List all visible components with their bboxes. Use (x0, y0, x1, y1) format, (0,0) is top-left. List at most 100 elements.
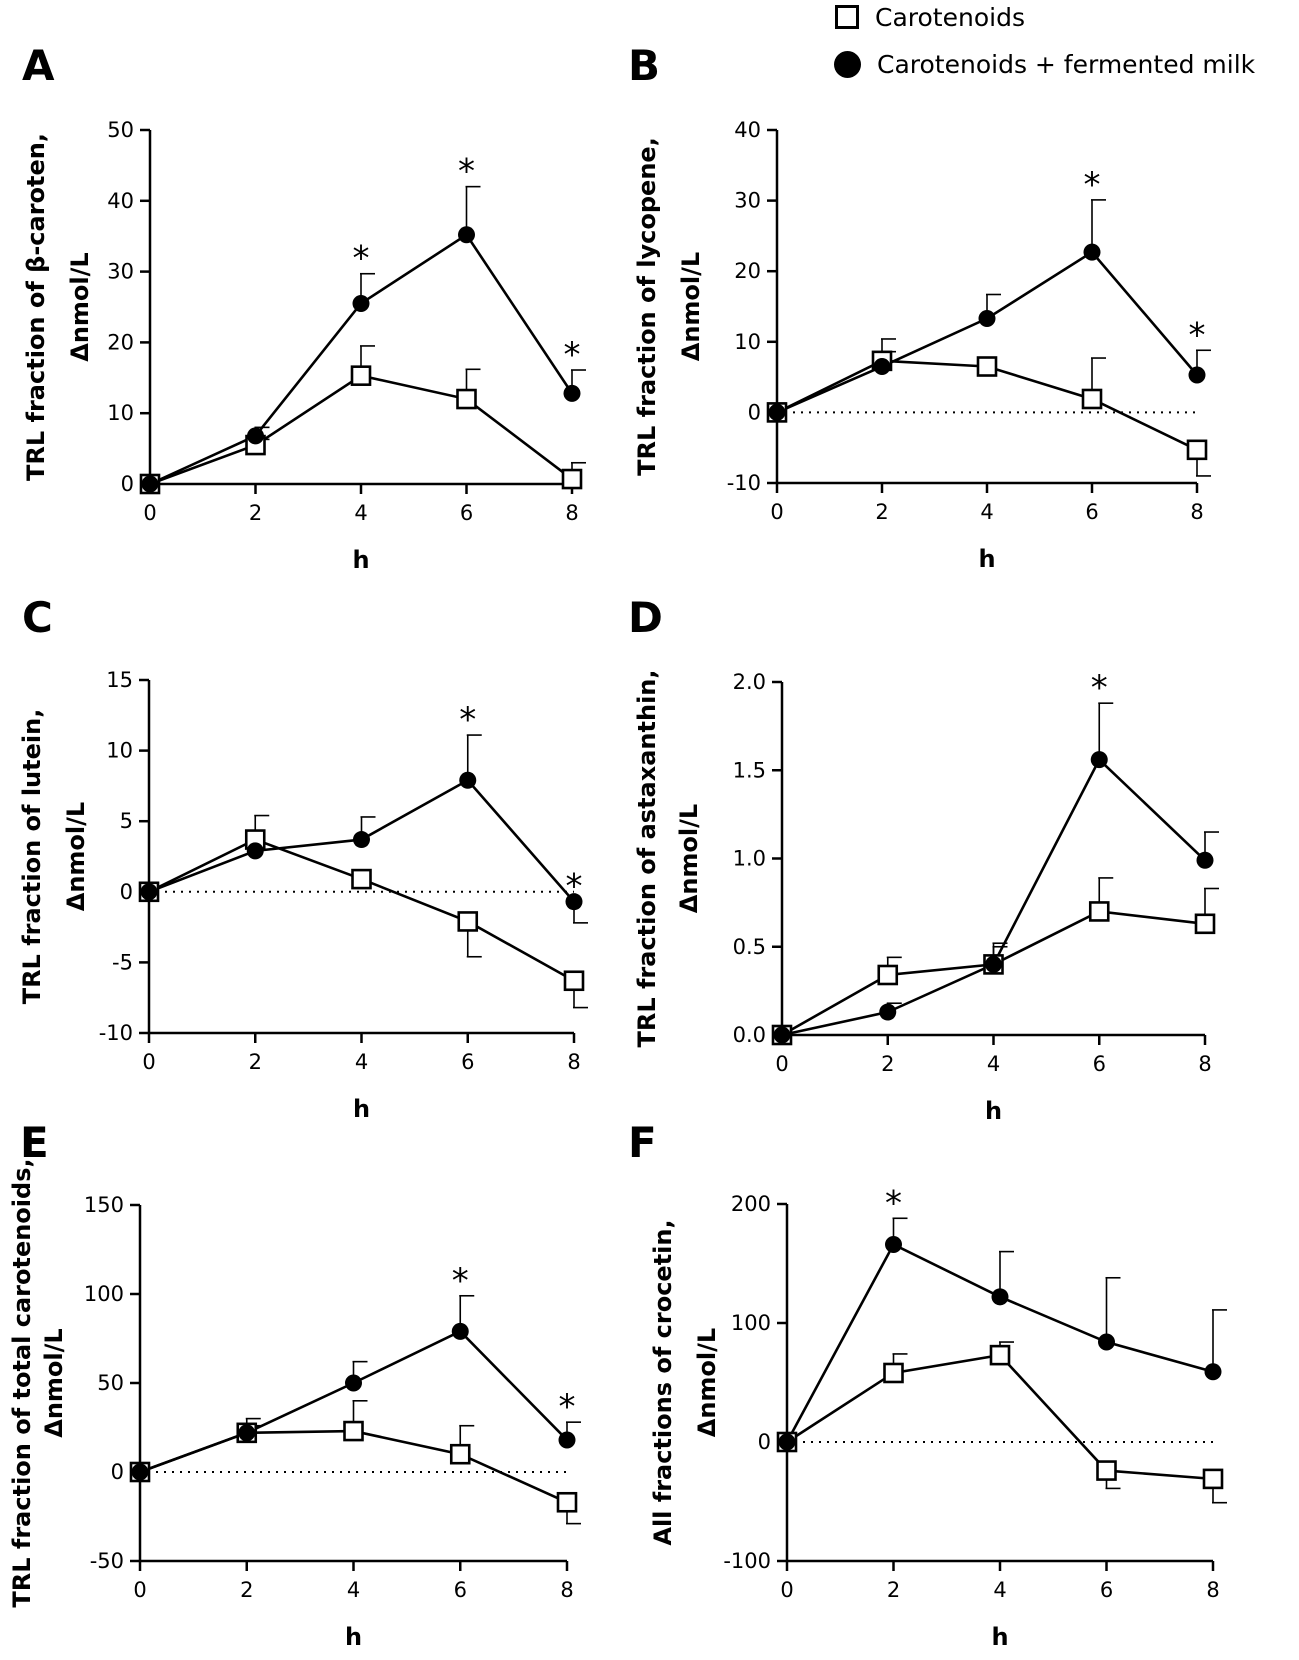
significance-asterisk: * (1189, 315, 1206, 355)
y-tick-label: 1.5 (733, 758, 766, 782)
panel-letter: C (22, 593, 53, 642)
x-tick-label: 4 (993, 1578, 1006, 1602)
data-point-circle (246, 842, 264, 860)
series-carotenoids (139, 1400, 581, 1525)
y-tick-label: 50 (107, 118, 134, 142)
data-point-circle (1204, 1363, 1222, 1381)
x-axis-label: h (353, 1095, 370, 1123)
data-point-circle (563, 384, 581, 402)
data-point-circle (558, 1431, 576, 1449)
y-tick-label: 20 (734, 259, 761, 283)
data-point-square (561, 468, 583, 490)
series-line (776, 250, 1198, 414)
y-tick-label: 1.0 (733, 847, 766, 871)
data-point-circle (768, 403, 786, 421)
y-axis-label: All fractions of crocetin, (649, 1219, 677, 1545)
significance-asterisk: * (885, 1183, 902, 1223)
legend-label-carotenoids-fermented-milk: Carotenoids + fermented milk (877, 49, 1256, 79)
significance-asterisk: * (458, 152, 475, 192)
data-point-circle (458, 226, 475, 244)
panel-letter: F (628, 1118, 657, 1167)
x-tick-label: 4 (355, 1050, 368, 1074)
x-tick-label: 0 (770, 500, 783, 524)
y-axis-label: TRL fraction of lutein, (18, 709, 46, 1005)
data-point-square (877, 964, 899, 986)
panel-b: B -10 0 10 20 30 40 0 2 4 6 8 h TRL fraction of lycop… (628, 41, 1211, 573)
significance-asterisk: * (559, 1387, 576, 1427)
y-tick-label: -10 (99, 1021, 133, 1045)
data-point-circle (451, 1322, 469, 1340)
data-point-circle (1083, 243, 1101, 261)
x-tick-label: 2 (249, 1050, 262, 1074)
open-square-marker-icon (835, 5, 859, 29)
y-tick-label: 50 (97, 1371, 124, 1395)
x-tick-label: 2 (240, 1578, 253, 1602)
data-point-circle (985, 955, 1002, 973)
data-point-circle (1188, 366, 1206, 384)
data-point-square (456, 388, 477, 410)
panel-a: A 0 10 20 30 40 50 0 2 4 6 8 h TRL fraction of β-caro… (22, 41, 586, 574)
x-tick-label: 8 (1206, 1578, 1219, 1602)
y-axis-label: TRL fraction of β-caroten, (22, 133, 50, 481)
x-axis-label: h (352, 546, 369, 574)
significance-asterisk: * (459, 700, 476, 740)
data-point-square (883, 1362, 904, 1384)
y-tick-label: 0 (121, 472, 134, 496)
series-line (148, 838, 575, 982)
significance-asterisk: * (1091, 668, 1108, 708)
y-tick-label: 40 (107, 189, 134, 213)
series-carotenoids-fermented (148, 734, 588, 924)
data-point-square (351, 868, 372, 890)
data-point-circle (879, 1003, 897, 1021)
legend-item-carotenoids: Carotenoids (835, 0, 1025, 34)
y-tick-label: -100 (723, 1549, 771, 1573)
x-tick-label: 0 (142, 1050, 155, 1074)
data-point-square (1202, 1468, 1224, 1490)
y-tick-label: 100 (731, 1311, 771, 1335)
data-point-circle (352, 294, 370, 312)
data-point-circle (459, 771, 477, 789)
x-tick-label: 8 (560, 1578, 573, 1602)
x-tick-label: 0 (775, 1052, 788, 1076)
data-point-circle (141, 475, 159, 493)
legend-item-carotenoids-fermented-milk: Carotenoids + fermented milk (834, 47, 1256, 81)
series-carotenoids-fermented (781, 702, 1219, 1037)
y-tick-label: 15 (106, 668, 133, 692)
y-tick-label: 5 (120, 809, 133, 833)
x-tick-label: 6 (1085, 500, 1098, 524)
series-carotenoids-fermented (785, 1217, 1227, 1443)
significance-asterisk: * (452, 1261, 469, 1301)
data-point-square (1194, 913, 1216, 935)
data-point-circle (131, 1463, 149, 1481)
data-point-square (563, 970, 585, 992)
y-axis-label-unit: Δnmol/L (693, 1328, 721, 1437)
x-tick-label: 2 (887, 1578, 900, 1602)
y-axis-label-unit: Δnmol/L (66, 252, 94, 361)
y-tick-label: 0 (748, 400, 761, 424)
x-axis-label: h (991, 1623, 1008, 1651)
data-point-circle (247, 427, 264, 445)
y-tick-label: 20 (107, 330, 134, 354)
data-point-circle (885, 1235, 902, 1253)
x-tick-label: 0 (780, 1578, 793, 1602)
x-tick-label: 6 (1093, 1052, 1106, 1076)
y-axis-label: TRL fraction of astaxanthin, (633, 669, 661, 1047)
panel-letter: B (628, 41, 660, 90)
data-point-circle (991, 1288, 1009, 1306)
x-tick-label: 4 (987, 1052, 1000, 1076)
panel-letter: A (22, 41, 55, 90)
x-tick-label: 6 (1100, 1578, 1113, 1602)
x-axis-label: h (985, 1097, 1002, 1125)
data-point-circle (1090, 751, 1108, 769)
y-axis-label-unit: Δnmol/L (62, 802, 90, 911)
y-tick-label: -50 (90, 1549, 124, 1573)
data-point-circle (778, 1433, 796, 1451)
data-point-square (556, 1491, 578, 1513)
x-tick-label: 6 (460, 501, 473, 525)
series-line (139, 1429, 568, 1504)
data-point-square (1096, 1460, 1117, 1481)
data-point-square (1088, 901, 1110, 922)
data-point-circle (978, 310, 996, 328)
series-line (786, 1353, 1214, 1481)
